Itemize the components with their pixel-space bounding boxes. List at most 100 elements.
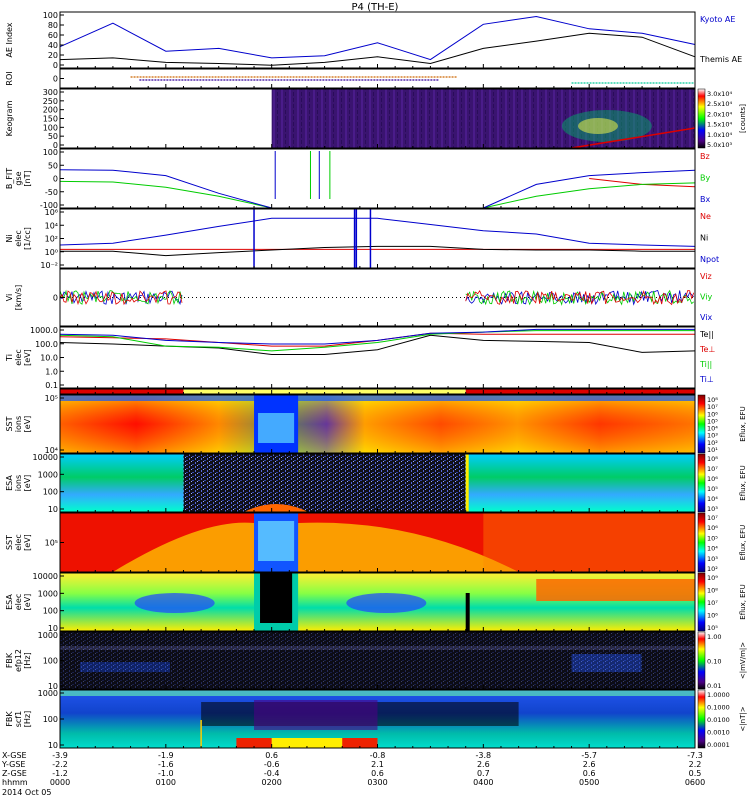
- velocity-ytick-label-0: 0: [53, 294, 58, 303]
- temperature-ytick-label-3: 1.0: [45, 367, 58, 376]
- esa_e-blob-right: [346, 593, 427, 613]
- keogram-ytick-label-3: 150: [43, 115, 58, 124]
- sst_e-colorbar-tick-4: 10³: [707, 555, 718, 563]
- bfit-ylabel-0: B_FIT: [5, 168, 14, 189]
- velocity-ylabel-1: [km/s]: [14, 285, 23, 311]
- fbk_b-ylabel-0: FBK: [5, 711, 14, 727]
- fbk_e-ylabel-1: efp12: [14, 649, 23, 672]
- sst_i-ytick-label-0: 10⁵: [45, 394, 58, 403]
- bfit-frame: [59, 148, 696, 209]
- footer-label-hhmm: hhmm: [2, 778, 28, 787]
- sst_e-ylabel-2: [eV]: [23, 534, 32, 551]
- keogram-colorbar-tick-2: 2.0x10⁴: [707, 110, 732, 118]
- temperature-ytick-label-2: 10.0: [40, 354, 58, 363]
- velocity-legend-2: Vix: [700, 313, 713, 322]
- fbk_b-ylabel-1: scf1: [14, 711, 23, 727]
- keogram-colorbar-label: [counts]: [739, 104, 747, 133]
- density-ytick-label-1: 10⁴: [45, 221, 58, 230]
- esa_e-ytick-label-1: 1000: [38, 589, 58, 598]
- esa_e-blob-left: [134, 593, 215, 613]
- fbk_b-colorbar-tick-3: 0.0010: [707, 729, 730, 737]
- keogram-colorbar-tick-3: 1.5x10⁴: [707, 121, 732, 129]
- fbk_e-noise: [60, 632, 695, 689]
- esa_e-colorbar-tick-2: 10⁷: [707, 599, 718, 607]
- mode-segment-1: [183, 389, 466, 394]
- sst_e-colorbar-tick-0: 10⁷: [707, 514, 718, 522]
- bfit-series-2: [59, 169, 696, 209]
- footer-col-2-value-1: -0.6: [264, 760, 280, 769]
- sst_i-colorbar-tick-6: 10²: [707, 439, 718, 447]
- sst_e-colorbar-tick-2: 10⁵: [707, 534, 718, 542]
- keogram-trace: [571, 127, 696, 149]
- fbk_b-colorbar-tick-0: 1.0000: [707, 691, 730, 699]
- fbk_b-colorbar: [697, 689, 706, 749]
- sst_i-colorbar-tick-4: 10⁴: [707, 425, 718, 433]
- esa_i-ytick-label-1: 1000: [38, 470, 58, 479]
- keogram-colorbar-tick-5: 5.0x10³: [707, 141, 732, 149]
- fbk_e-colorbar-label: <|mV/m|>: [739, 642, 747, 679]
- footer-col-6-value-2: 0.5: [689, 769, 702, 778]
- footer-col-2-value-2: -0.4: [264, 769, 280, 778]
- density-series-2: [59, 217, 696, 247]
- bfit-ylabel-1: gse: [14, 171, 23, 185]
- keogram-colorbar: [697, 88, 706, 149]
- ae-frame: [59, 11, 696, 69]
- keogram-colorbar-tick-1: 2.5x10⁴: [707, 100, 732, 108]
- keogram-ytick-label-2: 200: [43, 106, 58, 115]
- footer-col-6-time: 0600: [685, 778, 705, 787]
- ae-ylabel-0: AE Index: [5, 22, 14, 57]
- esa_i-colorbar-tick-5: 10³: [707, 505, 718, 513]
- velocity-series-1-1: [465, 289, 694, 307]
- fbk_e-colorbar-tick-1: 0.10: [707, 658, 721, 666]
- fbk_e-colorbar: [697, 631, 706, 690]
- fbk_b-ytick-label-0: 1000: [38, 689, 58, 698]
- esa_i-edge: [465, 454, 469, 512]
- fbk_b-colorbar-label: <|nT|>: [739, 706, 747, 731]
- density-ytick-label-0: 10⁶: [45, 208, 58, 217]
- esa_i-colorbar-tick-1: 10⁷: [707, 465, 718, 473]
- footer-label-y: Y-GSE: [1, 760, 25, 769]
- footer-col-2-time: 0200: [261, 778, 281, 787]
- footer-col-5-value-0: -5.7: [581, 751, 597, 760]
- ae-ytick-label-3: 40: [48, 41, 58, 50]
- footer-col-6-value-0: -7.3: [687, 751, 703, 760]
- temperature-ytick-label-4: 0.1: [45, 381, 58, 390]
- esa_e-ytick-label-2: 100: [43, 607, 58, 616]
- esa_e-colorbar-tick-0: 10⁹: [707, 574, 718, 582]
- esa_i-ylabel-2: [eV]: [23, 475, 32, 492]
- fbk_b-ytick-label-1: 100: [43, 715, 58, 724]
- sst_i-top-band: [60, 395, 695, 401]
- panels: [59, 15, 696, 748]
- esa_i-colorbar-label: Eflux, EFU: [739, 465, 747, 500]
- keogram-ytick-label-4: 100: [43, 123, 58, 132]
- footer-col-4-value-2: 0.7: [477, 769, 490, 778]
- sst_i-colorbar-tick-7: 10¹: [707, 446, 718, 454]
- footer-col-4-value-1: 2.6: [477, 760, 490, 769]
- fbk_b-hot-core: [271, 738, 343, 748]
- sst_i-ylabel-1: ions: [14, 416, 23, 432]
- sst_i-colorbar-tick-0: 10⁸: [707, 396, 718, 404]
- keogram-ytick-label-0: 300: [43, 88, 58, 97]
- keogram-ytick-label-1: 250: [43, 97, 58, 106]
- sst_i-ylabel-2: [eV]: [23, 416, 32, 433]
- sst_e-band: [112, 522, 519, 572]
- esa_e-colorbar-tick-4: 10⁵: [707, 624, 718, 632]
- footer-col-5-value-2: 0.6: [583, 769, 596, 778]
- keogram-colorbar-tick-4: 1.0x10⁴: [707, 131, 732, 139]
- esa_e-ylabel-2: [eV]: [23, 594, 32, 611]
- footer-col-0-time: 0000: [50, 778, 70, 787]
- temperature-ylabel-2: [eV]: [23, 349, 32, 366]
- esa_e-ytick-label-3: 10: [48, 624, 58, 633]
- fbk_b-colorbar-tick-2: 0.0100: [707, 716, 730, 724]
- sst_i-overlay: [60, 395, 695, 453]
- bfit-series-1: [59, 180, 696, 209]
- sst_i-colorbar-tick-1: 10⁷: [707, 403, 718, 411]
- velocity-series-1-0: [465, 290, 694, 306]
- footer-col-2-value-0: 0.6: [265, 751, 278, 760]
- sst_e-gap-inner: [258, 521, 295, 561]
- fbk_e-ytick-label-2: 10: [48, 682, 58, 691]
- footer-col-6-value-1: 2.2: [689, 760, 702, 769]
- footer-col-4-value-0: -3.8: [476, 751, 492, 760]
